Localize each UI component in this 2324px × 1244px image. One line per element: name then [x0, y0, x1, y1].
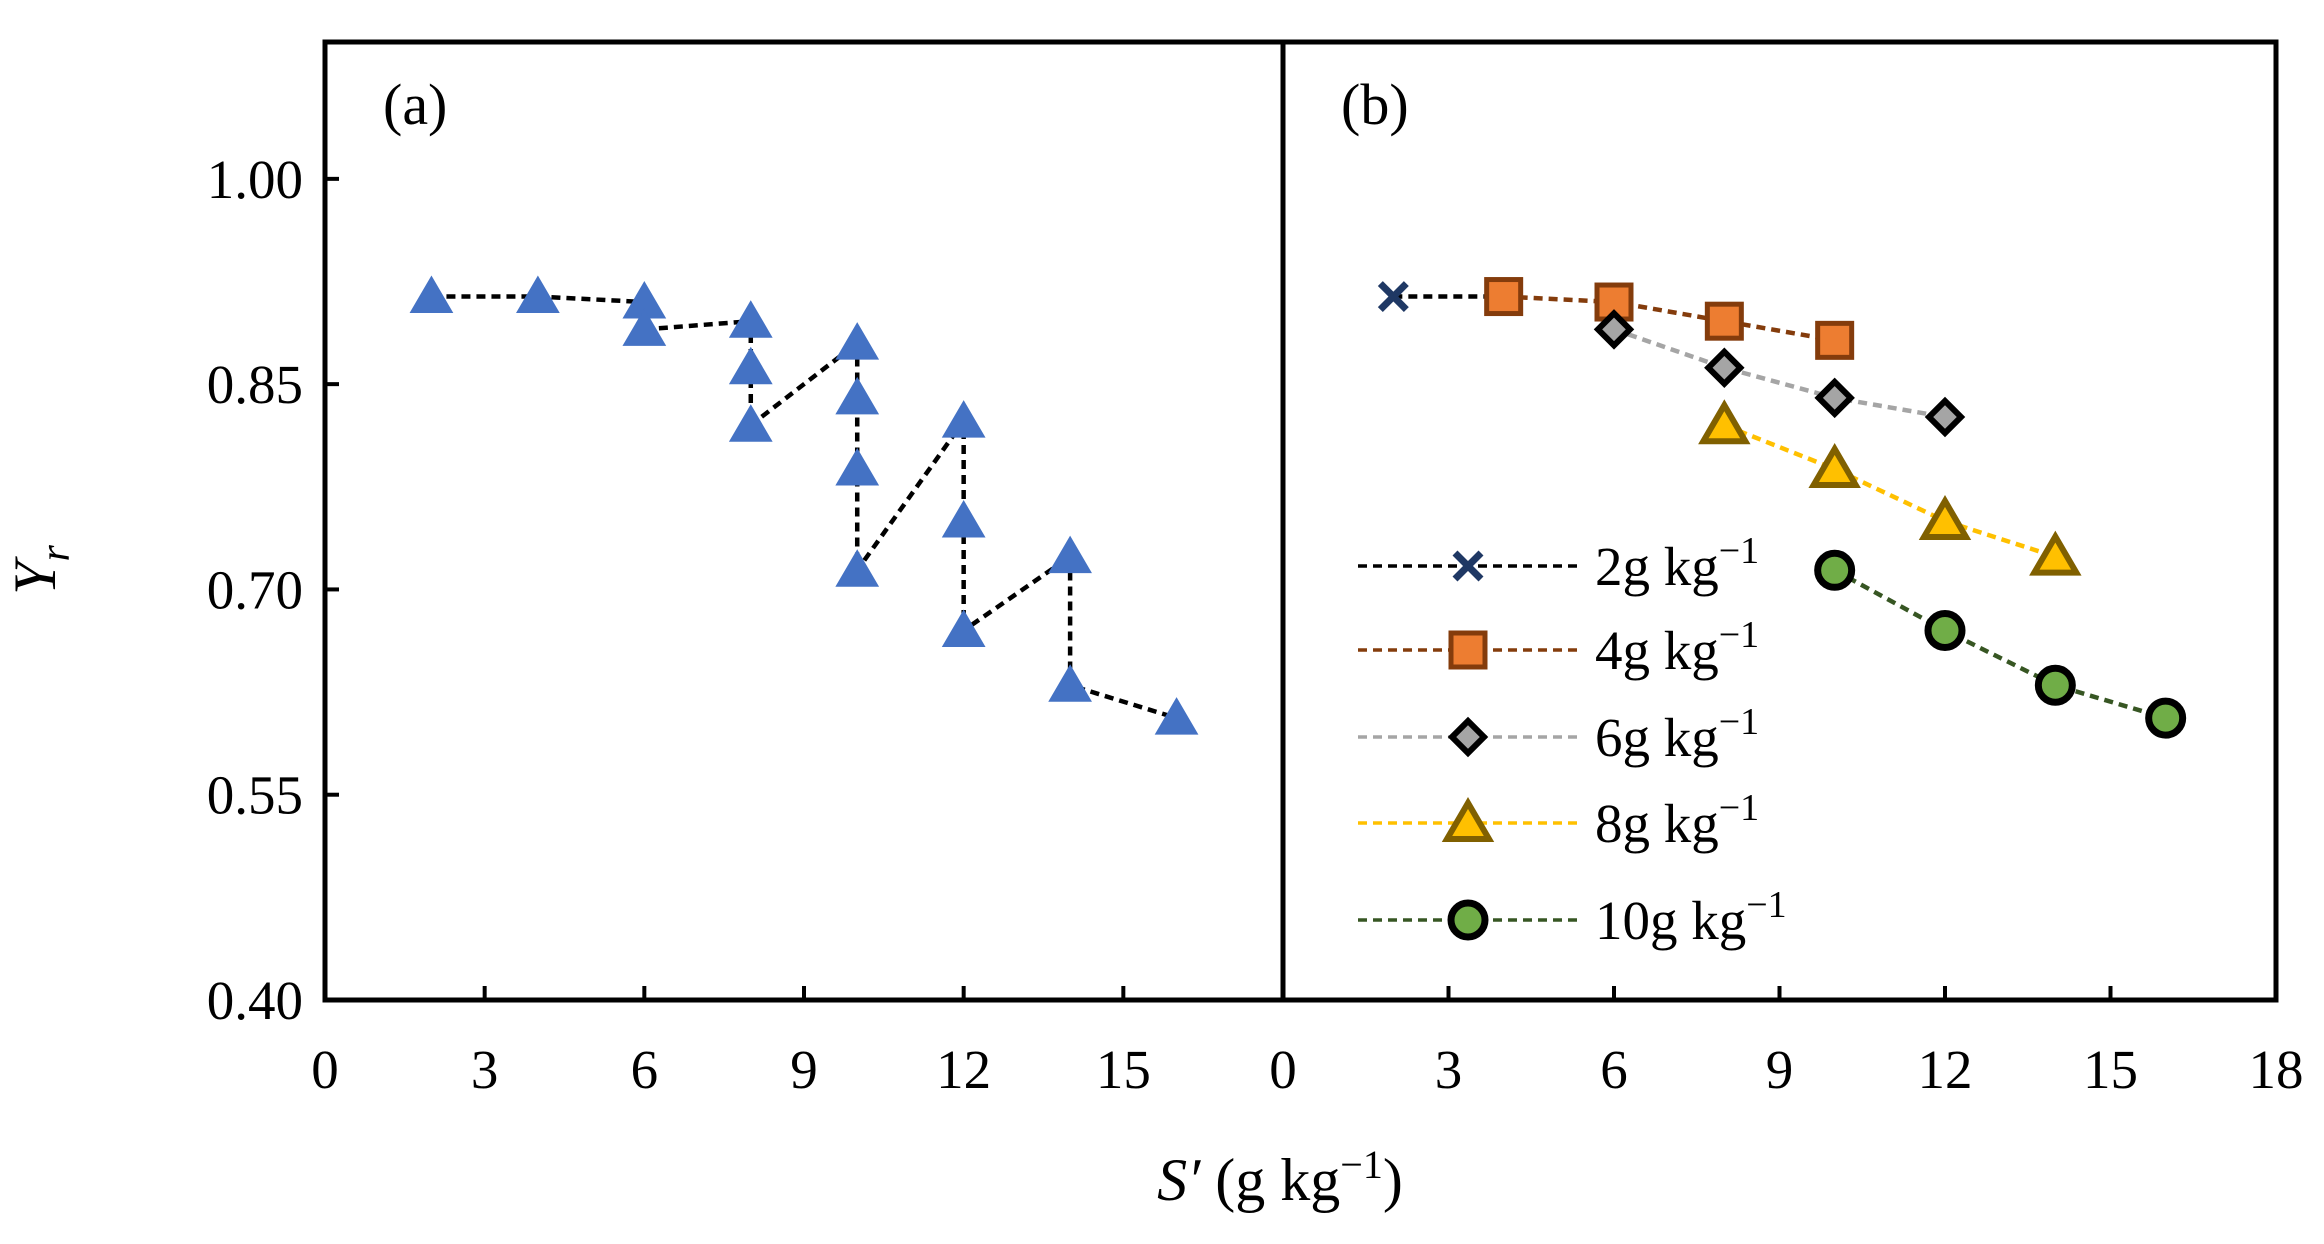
series-line — [1503, 294, 1836, 343]
panel-b: 0 3 6 9 12 15 18 (b) 2g kg−1 4g kg−1 6g kg−1 8g kg−… — [1269, 39, 2304, 1100]
data-point — [835, 448, 880, 486]
legend-label: 2g kg−1 — [1595, 530, 1759, 597]
legend-marker — [1452, 550, 1484, 582]
series-line — [1833, 568, 2167, 721]
data-point — [1704, 347, 1745, 388]
data-point — [1918, 495, 1972, 540]
data-point — [1814, 549, 1856, 591]
data-point — [835, 549, 880, 587]
x-tick-label: 12 — [936, 1039, 991, 1100]
data-point — [2034, 664, 2076, 706]
data-point — [1924, 396, 1966, 438]
y-tick-label: 0.85 — [207, 354, 303, 415]
y-tick-label: 0.70 — [207, 559, 303, 620]
panel-a: 0 3 6 9 12 15 0.40 0.55 0.70 0.85 1.00 (a) — [207, 39, 1286, 1100]
x-tick-label: 9 — [790, 1039, 818, 1100]
data-point — [1048, 664, 1092, 702]
x-tick-label: 0 — [1269, 1039, 1297, 1100]
legend-marker — [1447, 716, 1489, 758]
series-line — [1723, 423, 2057, 559]
data-point — [835, 376, 880, 415]
y-tick-label: 1.00 — [207, 149, 303, 210]
data-point — [1698, 399, 1751, 445]
data-point — [1814, 377, 1855, 419]
y-tick-label: 0.40 — [207, 970, 303, 1031]
data-point — [1593, 309, 1635, 350]
x-tick-label: 6 — [631, 1039, 659, 1100]
data-point — [1924, 609, 1966, 651]
data-point — [941, 400, 986, 438]
x-tick-label: 9 — [1766, 1039, 1794, 1100]
data-point — [622, 308, 667, 346]
data-point — [941, 609, 986, 647]
y-axis-title: Yr — [2, 544, 79, 594]
data-point — [2145, 697, 2187, 739]
data-point — [516, 275, 560, 314]
legend-label: 6g kg−1 — [1595, 701, 1759, 768]
series-line — [1613, 327, 1946, 420]
data-point — [1704, 301, 1744, 341]
data-point — [1048, 535, 1092, 574]
data-point — [1815, 320, 1855, 360]
series-line — [431, 294, 1178, 721]
panel-label: (b) — [1341, 72, 1409, 137]
legend-label: 4g kg−1 — [1595, 614, 1759, 681]
data-point — [1808, 443, 1861, 488]
data-point — [728, 300, 773, 338]
x-tick-label: 15 — [2083, 1039, 2138, 1100]
x-tick-label: 3 — [1435, 1039, 1463, 1100]
x-tick-label: 0 — [311, 1039, 339, 1100]
plot-frame — [1280, 39, 2279, 1003]
data-point — [1377, 281, 1409, 313]
data-point — [409, 275, 454, 314]
legend-label: 10g kg−1 — [1595, 884, 1787, 951]
legend-marker — [1447, 899, 1489, 941]
data-point — [835, 322, 880, 360]
data-point — [728, 404, 773, 442]
x-tick-label: 12 — [1918, 1039, 1973, 1100]
legend-marker — [1441, 797, 1495, 842]
panel-label: (a) — [383, 72, 447, 137]
legend-label: 8g kg−1 — [1595, 787, 1759, 854]
data-point — [1154, 697, 1199, 735]
x-tick-label: 18 — [2249, 1039, 2304, 1100]
x-tick-label: 3 — [471, 1039, 499, 1100]
x-tick-label: 6 — [1600, 1039, 1628, 1100]
data-point — [2029, 530, 2082, 576]
data-point — [1484, 277, 1524, 317]
y-tick-label: 0.55 — [207, 765, 303, 826]
legend-marker — [1448, 630, 1488, 670]
data-point — [941, 500, 986, 538]
data-point — [728, 346, 773, 385]
plot-frame — [322, 39, 1286, 1003]
x-tick-label: 15 — [1096, 1039, 1151, 1100]
x-axis-title: S′ (g kg−1) — [1157, 1142, 1403, 1213]
